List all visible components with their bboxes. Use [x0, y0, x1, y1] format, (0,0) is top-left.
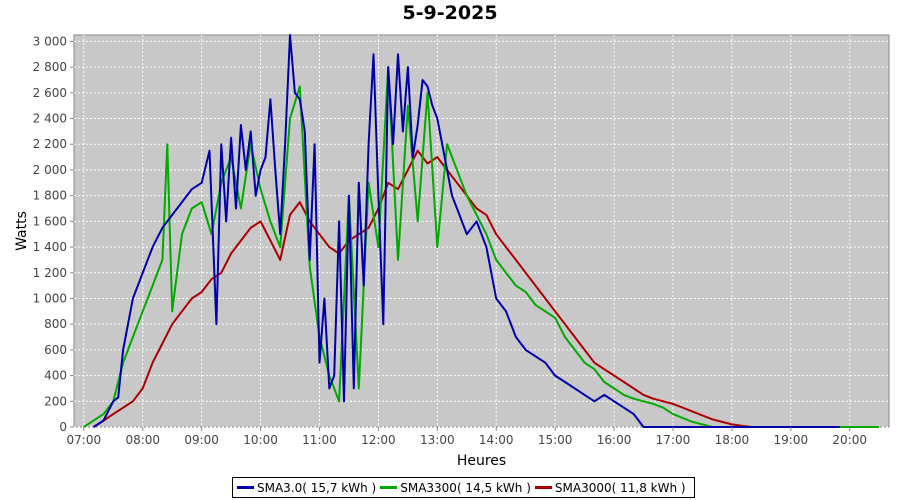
y-tick-label: 2 200: [33, 137, 67, 151]
y-tick-label: 400: [44, 369, 67, 383]
series-line-sma3000: [93, 149, 850, 428]
legend-label-sma3300: SMA3300( 14,5 kWh ): [400, 480, 531, 495]
legend-swatch-sma3300: [380, 486, 398, 489]
legend-swatch-sma30: [237, 486, 254, 489]
plot-background: [73, 34, 890, 428]
x-tick-label: 18:00: [715, 433, 750, 447]
y-tick-label: 1 600: [33, 214, 67, 228]
series-layer: [83, 34, 880, 428]
x-tick-label: 08:00: [125, 433, 160, 447]
x-tick-label: 09:00: [184, 433, 219, 447]
x-tick-label: 11:00: [302, 433, 337, 447]
x-tick-label: 15:00: [538, 433, 573, 447]
chart-title: 5-9-2025: [402, 2, 498, 24]
y-tick-label: 1 400: [33, 240, 67, 254]
legend-swatch-sma3000: [534, 486, 552, 489]
legend-item-sma3300: SMA3300( 14,5 kWh ): [380, 481, 531, 495]
x-tick-label: 10:00: [243, 433, 278, 447]
y-tick-label: 3 000: [33, 34, 67, 48]
x-tick-label: 20:00: [832, 433, 867, 447]
x-tick-label: 19:00: [774, 433, 809, 447]
y-tick-label: 1 200: [33, 266, 67, 280]
x-tick-label: 07:00: [67, 433, 102, 447]
legend-item-sma30: SMA3.0( 15,7 kWh ): [237, 481, 376, 495]
legend-label-sma3000: SMA3000( 11,8 kWh ): [554, 480, 686, 495]
y-tick-label: 2 400: [33, 112, 67, 126]
x-tick-label: 13:00: [420, 433, 455, 447]
x-tick-label: 16:00: [597, 433, 632, 447]
y-tick-label: 800: [44, 317, 67, 331]
y-tick-label: 0: [59, 420, 67, 434]
legend: SMA3.0( 15,7 kWh ) SMA3300( 14,5 kWh ) S…: [232, 477, 695, 498]
y-tick-label: 2 000: [33, 163, 67, 177]
y-tick-label: 1 800: [33, 189, 67, 203]
x-tick-label: 12:00: [361, 433, 396, 447]
x-tick-label: 17:00: [656, 433, 691, 447]
y-tick-label: 600: [44, 343, 67, 357]
legend-item-sma3000: SMA3000( 11,8 kWh ): [534, 480, 686, 495]
y-tick-label: 200: [44, 394, 67, 408]
y-axis-title: Watts: [14, 211, 30, 251]
series-line-sma30: [93, 34, 840, 428]
y-tick-label: 1 000: [33, 291, 67, 305]
y-tick-label: 2 600: [33, 86, 67, 100]
x-axis-title: Heures: [457, 453, 506, 469]
legend-label-sma30: SMA3.0( 15,7 kWh ): [257, 480, 377, 495]
x-tick-label: 14:00: [479, 433, 514, 447]
y-tick-label: 2 800: [33, 60, 67, 74]
axes: 0 200 400 600 800 1 000 1 200 1 400 1 600 1 800 2 …: [33, 34, 867, 447]
